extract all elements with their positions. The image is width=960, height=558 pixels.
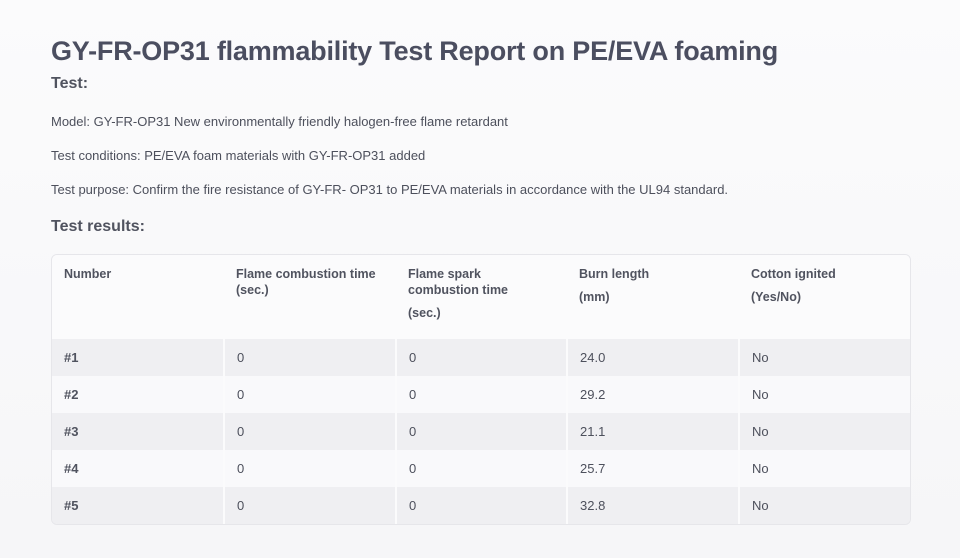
header-burn-length: Burn length (mm) <box>567 255 739 339</box>
cell-cotton-ignited: No <box>739 413 910 450</box>
table-row: #1 0 0 24.0 No <box>52 339 910 376</box>
results-heading: Test results: <box>51 218 145 235</box>
cell-burn-length: 32.8 <box>567 487 740 524</box>
cell-flame-time: 0 <box>224 339 397 376</box>
header-flame-spark-combustion-time: Flame spark combustion time (sec.) <box>396 255 567 339</box>
cell-flame-time: 0 <box>224 376 397 413</box>
cell-spark-time: 0 <box>396 413 568 450</box>
cell-cotton-ignited: No <box>739 487 910 524</box>
table-row: #3 0 0 21.1 No <box>52 413 910 450</box>
cell-number: #3 <box>52 413 225 450</box>
cell-spark-time: 0 <box>396 487 568 524</box>
cell-cotton-ignited: No <box>739 339 910 376</box>
cell-number: #5 <box>52 487 225 524</box>
purpose-paragraph: Test purpose: Confirm the fire resistanc… <box>51 182 729 197</box>
cell-number: #4 <box>52 450 225 487</box>
cell-flame-time: 0 <box>224 487 397 524</box>
cell-number: #2 <box>52 376 225 413</box>
cell-spark-time: 0 <box>396 450 568 487</box>
table-row: #2 0 0 29.2 No <box>52 376 910 413</box>
model-paragraph: Model: GY-FR-OP31 New environmentally fr… <box>51 114 508 129</box>
table-header-row: Number Flame combustion time (sec.) Flam… <box>52 255 910 339</box>
cell-burn-length: 21.1 <box>567 413 740 450</box>
page-title: GY-FR-OP31 flammability Test Report on P… <box>51 36 779 66</box>
report-page: GY-FR-OP31 flammability Test Report on P… <box>51 34 911 525</box>
cell-flame-time: 0 <box>224 450 397 487</box>
header-cotton-ignited: Cotton ignited (Yes/No) <box>739 255 910 339</box>
test-heading: Test: <box>51 75 89 92</box>
header-flame-combustion-time: Flame combustion time (sec.) <box>224 255 396 339</box>
cell-burn-length: 25.7 <box>567 450 740 487</box>
table-row: #5 0 0 32.8 No <box>52 487 910 524</box>
cell-number: #1 <box>52 339 225 376</box>
cell-cotton-ignited: No <box>739 450 910 487</box>
cell-burn-length: 24.0 <box>567 339 740 376</box>
header-number: Number <box>52 255 224 339</box>
cell-spark-time: 0 <box>396 376 568 413</box>
table-row: #4 0 0 25.7 No <box>52 450 910 487</box>
cell-cotton-ignited: No <box>739 376 910 413</box>
cell-flame-time: 0 <box>224 413 397 450</box>
results-table: Number Flame combustion time (sec.) Flam… <box>52 255 910 524</box>
cell-spark-time: 0 <box>396 339 568 376</box>
results-table-card: Number Flame combustion time (sec.) Flam… <box>51 254 911 525</box>
conditions-paragraph: Test conditions: PE/EVA foam materials w… <box>51 148 426 163</box>
cell-burn-length: 29.2 <box>567 376 740 413</box>
